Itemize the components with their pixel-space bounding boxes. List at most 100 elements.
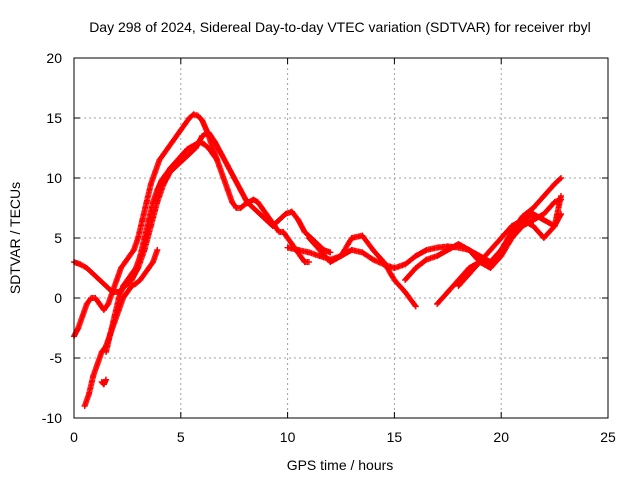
- series-track-2: [71, 129, 334, 295]
- data-point: [434, 244, 441, 251]
- data-point: [186, 115, 193, 121]
- x-tick-label: 25: [600, 429, 616, 445]
- data-point: [402, 261, 409, 268]
- data-point: [90, 271, 97, 277]
- x-tick-label: 15: [387, 429, 403, 445]
- data-point: [391, 277, 398, 283]
- data-points: [71, 111, 565, 409]
- data-point: [175, 155, 182, 162]
- data-point: [117, 265, 124, 271]
- data-point: [295, 247, 302, 253]
- data-point: [487, 247, 494, 253]
- data-point: [126, 253, 133, 259]
- data-point: [254, 199, 261, 205]
- data-point: [154, 247, 161, 253]
- data-point: [263, 211, 270, 217]
- data-point: [224, 187, 231, 193]
- data-point: [132, 280, 139, 287]
- data-point: [194, 112, 201, 119]
- data-point: [164, 145, 171, 151]
- data-point: [256, 211, 263, 217]
- data-point: [498, 235, 505, 241]
- series-track-9: [402, 196, 565, 283]
- data-point: [530, 223, 537, 229]
- data-point: [237, 205, 244, 211]
- data-point: [85, 391, 92, 397]
- data-point: [83, 265, 90, 271]
- y-axis-label: SDTVAR / TECUs: [7, 182, 23, 294]
- data-point: [124, 277, 131, 283]
- data-point: [218, 151, 225, 157]
- data-point: [128, 283, 135, 289]
- data-point: [327, 249, 334, 256]
- grid: [74, 58, 608, 418]
- data-point: [540, 211, 547, 217]
- x-tick-label: 10: [280, 429, 296, 445]
- plus-markers: [402, 196, 564, 283]
- data-point: [100, 307, 107, 313]
- data-point: [558, 193, 565, 199]
- data-point: [79, 313, 86, 319]
- data-point: [122, 259, 129, 265]
- data-point: [391, 265, 398, 271]
- data-point: [305, 235, 312, 241]
- series-track-5: [103, 139, 221, 355]
- data-point: [530, 217, 537, 223]
- data-point: [402, 289, 409, 295]
- data-point: [209, 151, 216, 157]
- data-point: [423, 256, 430, 263]
- data-point: [173, 133, 180, 139]
- series-track-10: [455, 193, 565, 289]
- data-point: [359, 232, 366, 239]
- data-point: [258, 205, 265, 211]
- data-point: [434, 253, 441, 259]
- data-point: [231, 175, 238, 181]
- data-point: [487, 265, 494, 271]
- data-point: [137, 253, 144, 259]
- data-point: [444, 289, 451, 295]
- data-point: [162, 171, 169, 178]
- data-point: [147, 181, 154, 187]
- data-point: [96, 277, 103, 283]
- data-point: [498, 253, 505, 259]
- x-tick-label: 20: [493, 429, 509, 445]
- data-point: [244, 199, 251, 205]
- data-point: [224, 163, 231, 169]
- data-point: [370, 247, 377, 253]
- data-point: [75, 325, 82, 331]
- data-point: [284, 244, 291, 251]
- data-point: [301, 229, 308, 235]
- data-point: [558, 175, 565, 181]
- data-point: [229, 199, 236, 205]
- data-point: [237, 187, 244, 193]
- data-point: [160, 151, 167, 157]
- data-point: [263, 217, 270, 223]
- data-point: [205, 129, 212, 136]
- data-point: [192, 141, 199, 148]
- data-point: [188, 143, 195, 150]
- data-point: [96, 301, 103, 307]
- data-point: [282, 211, 289, 217]
- data-point: [103, 349, 110, 355]
- data-point: [402, 277, 409, 283]
- data-point: [167, 165, 174, 172]
- data-point: [305, 249, 312, 256]
- data-point: [519, 217, 526, 223]
- data-point: [466, 247, 473, 253]
- data-point: [214, 157, 221, 163]
- data-point: [455, 241, 462, 247]
- data-point: [297, 253, 304, 259]
- data-point: [81, 403, 88, 409]
- data-point: [177, 127, 184, 133]
- data-point: [109, 289, 116, 295]
- data-point: [156, 157, 163, 163]
- data-point: [269, 223, 276, 229]
- data-point: [316, 247, 323, 253]
- data-point: [103, 376, 110, 383]
- data-point: [169, 139, 176, 145]
- data-point: [201, 141, 208, 148]
- data-point: [455, 283, 462, 289]
- data-point: [444, 247, 451, 253]
- data-point: [111, 313, 118, 319]
- y-tick-label: 20: [46, 50, 62, 66]
